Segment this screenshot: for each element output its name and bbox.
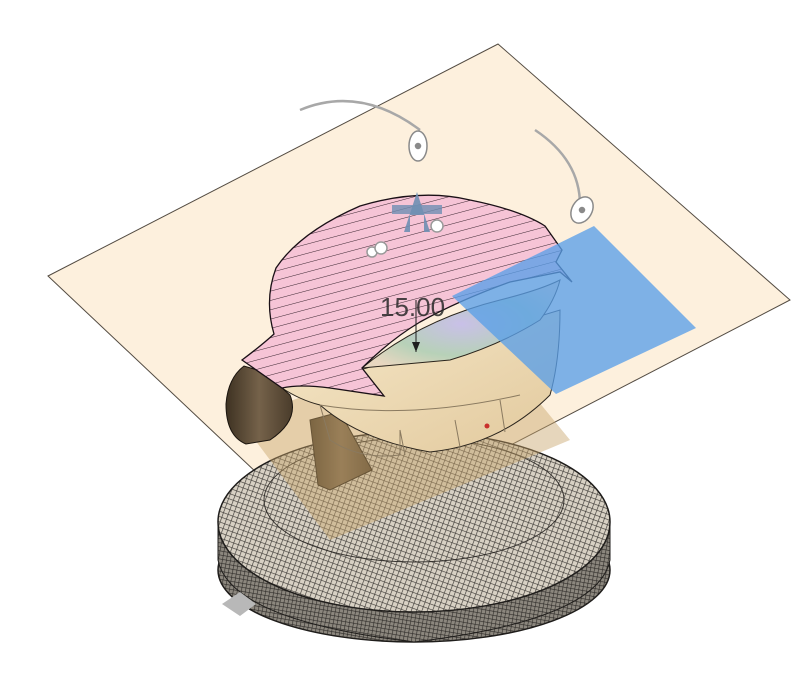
dimension-annotation[interactable]: 15.00 — [380, 292, 445, 352]
ground-shadow — [222, 592, 256, 616]
move-arrow-icon[interactable] — [392, 192, 442, 232]
scale-dots-icon[interactable] — [366, 219, 444, 258]
rotation-manipulator-icon[interactable] — [299, 99, 582, 206]
handle[interactable] — [225, 365, 293, 445]
scale-handle-icon[interactable] — [408, 130, 598, 227]
dimension-value[interactable]: 15.00 — [380, 292, 445, 322]
section-face[interactable] — [240, 194, 573, 397]
mesh-base[interactable] — [217, 431, 611, 643]
selected-face[interactable] — [452, 226, 696, 394]
